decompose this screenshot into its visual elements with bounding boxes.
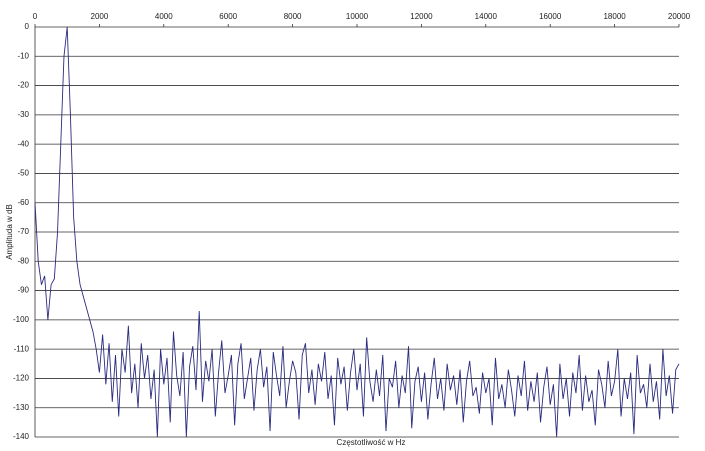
- x-tick-label: 0: [33, 12, 38, 21]
- x-tick-label: 8000: [284, 12, 302, 21]
- x-axis-label: Częstotliwość w Hz: [337, 438, 406, 447]
- x-tick-label: 20000: [668, 12, 691, 21]
- data-line: [34, 26, 680, 438]
- x-tick-label: 10000: [346, 12, 369, 21]
- y-tick-label: -40: [17, 139, 29, 148]
- y-tick-label: -120: [13, 374, 30, 383]
- x-tick-label: 18000: [603, 12, 626, 21]
- x-tick-label: 6000: [219, 12, 237, 21]
- y-tick-label: -70: [17, 227, 29, 236]
- y-tick-label: -10: [17, 51, 29, 60]
- x-tick-label: 2000: [91, 12, 109, 21]
- y-tick-label: -80: [17, 256, 29, 265]
- y-tick-label: -90: [17, 286, 29, 295]
- y-tick-label: -50: [17, 169, 29, 178]
- y-tick-label: -110: [14, 344, 30, 353]
- y-tick-label: 0: [25, 22, 30, 31]
- x-tick-label: 12000: [410, 12, 433, 21]
- y-axis-label: Amplituda w dB: [5, 204, 14, 260]
- y-tick-label: -20: [17, 81, 29, 90]
- x-tick-label: 16000: [539, 12, 562, 21]
- y-tick-label: -30: [17, 110, 29, 119]
- y-tick-label: -130: [13, 403, 30, 412]
- y-tick-label: -60: [17, 198, 29, 207]
- y-tick-label: -140: [13, 432, 30, 441]
- x-tick-label: 4000: [155, 12, 173, 21]
- y-tick-label: -100: [13, 315, 30, 324]
- x-tick-label: 14000: [475, 12, 498, 21]
